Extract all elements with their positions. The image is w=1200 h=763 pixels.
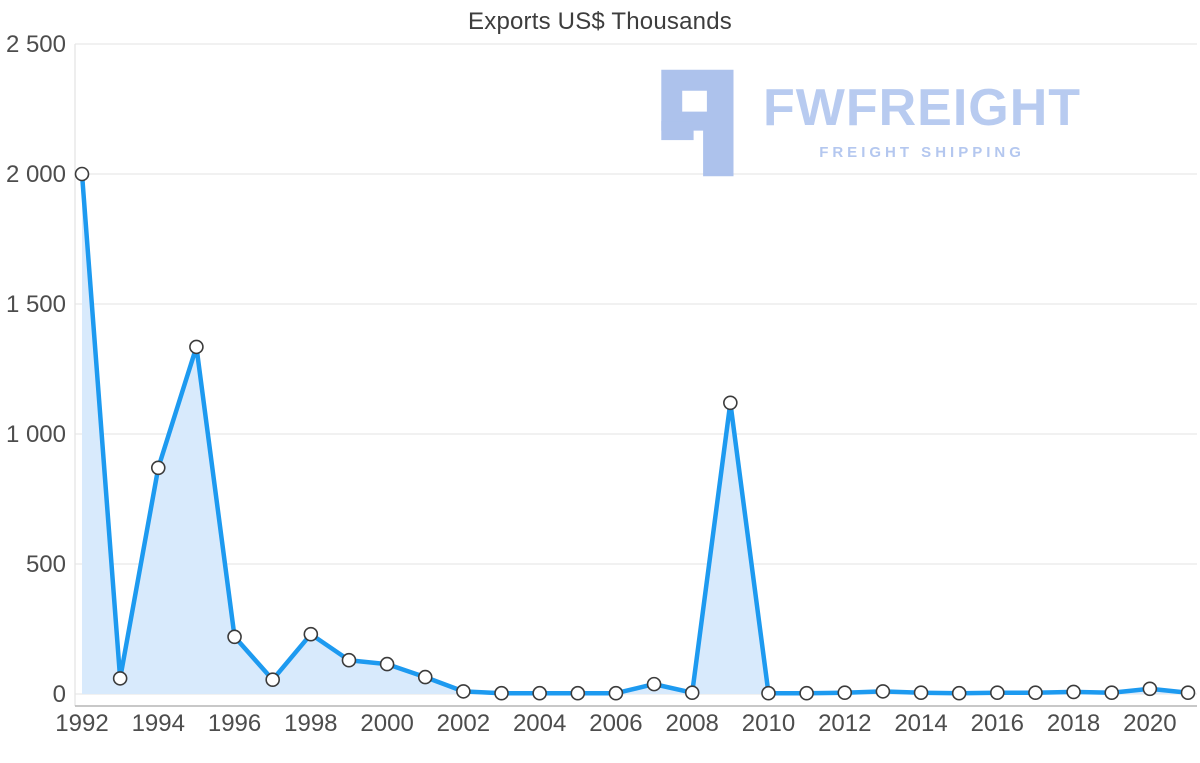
- x-tick-label: 2006: [589, 710, 642, 737]
- data-point-2017[interactable]: [1028, 685, 1043, 701]
- chart-title: Exports US$ Thousands: [468, 8, 732, 35]
- data-point-1995[interactable]: [189, 339, 204, 355]
- x-tick-label: 2002: [437, 710, 490, 737]
- y-tick-label: 500: [26, 551, 66, 578]
- y-tick-label: 0: [53, 681, 66, 708]
- data-point-1998[interactable]: [303, 626, 319, 642]
- x-tick-label: 1998: [284, 710, 337, 737]
- data-point-2004[interactable]: [532, 685, 547, 701]
- data-point-1992[interactable]: [74, 166, 90, 182]
- data-point-2021[interactable]: [1180, 685, 1196, 701]
- x-tick-label: 2008: [666, 710, 719, 737]
- x-tick-label: 1992: [55, 710, 108, 737]
- data-point-2012[interactable]: [837, 685, 853, 701]
- x-tick-label: 2010: [742, 710, 795, 737]
- x-tick-label: 1996: [208, 710, 261, 737]
- x-tick-label: 2020: [1123, 710, 1176, 737]
- data-point-1996[interactable]: [227, 629, 242, 645]
- x-tick-label: 1994: [132, 710, 185, 737]
- data-point-2018[interactable]: [1066, 684, 1081, 700]
- data-point-2013[interactable]: [875, 684, 891, 699]
- data-point-1999[interactable]: [341, 652, 357, 668]
- data-point-2002[interactable]: [456, 684, 471, 699]
- data-point-2015[interactable]: [951, 685, 967, 701]
- series-area: [82, 174, 1188, 694]
- data-point-2009[interactable]: [723, 395, 738, 411]
- x-tick-label: 2012: [818, 710, 871, 737]
- data-point-1993[interactable]: [112, 671, 128, 686]
- y-tick-label: 1 000: [6, 421, 66, 448]
- data-point-2010[interactable]: [761, 685, 776, 701]
- data-point-1997[interactable]: [265, 672, 280, 688]
- x-tick-label: 2000: [360, 710, 413, 737]
- y-tick-label: 2 500: [6, 31, 66, 58]
- data-point-2019[interactable]: [1104, 685, 1120, 701]
- data-point-2020[interactable]: [1142, 681, 1158, 697]
- x-tick-label: 2018: [1047, 710, 1100, 737]
- data-point-2011[interactable]: [799, 685, 814, 701]
- x-tick-label: 2004: [513, 710, 566, 737]
- data-point-2003[interactable]: [494, 685, 509, 701]
- data-point-2000[interactable]: [379, 656, 395, 672]
- x-tick-label: 2016: [971, 710, 1024, 737]
- data-point-2014[interactable]: [913, 685, 929, 701]
- data-point-2005[interactable]: [570, 685, 586, 701]
- data-point-2016[interactable]: [990, 685, 1005, 701]
- data-point-2006[interactable]: [608, 685, 624, 701]
- data-point-2007[interactable]: [646, 676, 662, 692]
- data-point-2008[interactable]: [684, 685, 700, 701]
- y-tick-label: 1 500: [6, 291, 66, 318]
- x-tick-label: 2014: [894, 710, 947, 737]
- data-point-1994[interactable]: [150, 460, 166, 476]
- y-tick-label: 2 000: [6, 161, 66, 188]
- data-point-2001[interactable]: [417, 669, 433, 685]
